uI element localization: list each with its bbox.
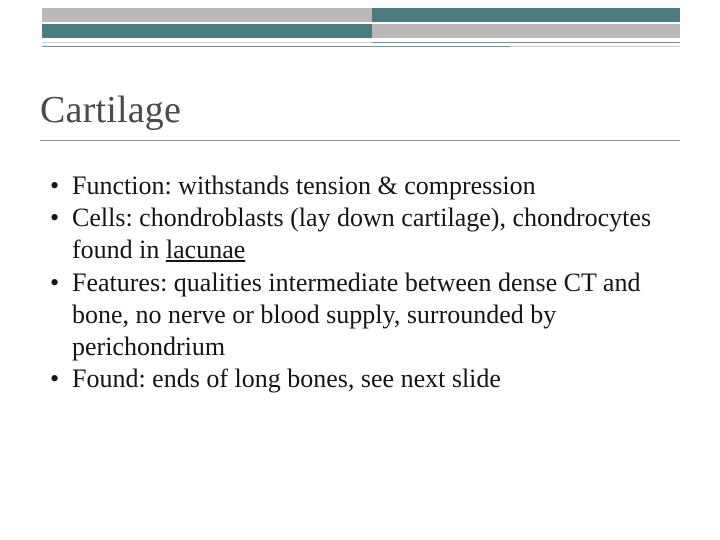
- slide-body: Function: withstands tension & compressi…: [48, 170, 680, 396]
- slide-title: Cartilage: [40, 88, 181, 132]
- decor-line: [372, 42, 680, 44]
- title-underline: [40, 140, 680, 141]
- slide: Cartilage Function: withstands tension &…: [0, 0, 720, 540]
- bullet-item: Features: qualities intermediate between…: [48, 267, 680, 364]
- decor-bar: [372, 24, 680, 38]
- decor-line: [510, 46, 680, 48]
- bullet-item: Cells: chondroblasts (lay down cartilage…: [48, 202, 680, 266]
- underlined-term: lacunae: [166, 235, 245, 264]
- decor-bar: [42, 24, 372, 38]
- decor-bar: [42, 8, 372, 22]
- decor-line: [42, 46, 510, 48]
- bullet-list: Function: withstands tension & compressi…: [48, 170, 680, 396]
- bullet-item: Found: ends of long bones, see next slid…: [48, 363, 680, 395]
- decor-line: [42, 42, 372, 44]
- decor-bar: [372, 8, 680, 22]
- bullet-item: Function: withstands tension & compressi…: [48, 170, 680, 202]
- bullet-text: Cells: chondroblasts (lay down cartilage…: [72, 203, 651, 264]
